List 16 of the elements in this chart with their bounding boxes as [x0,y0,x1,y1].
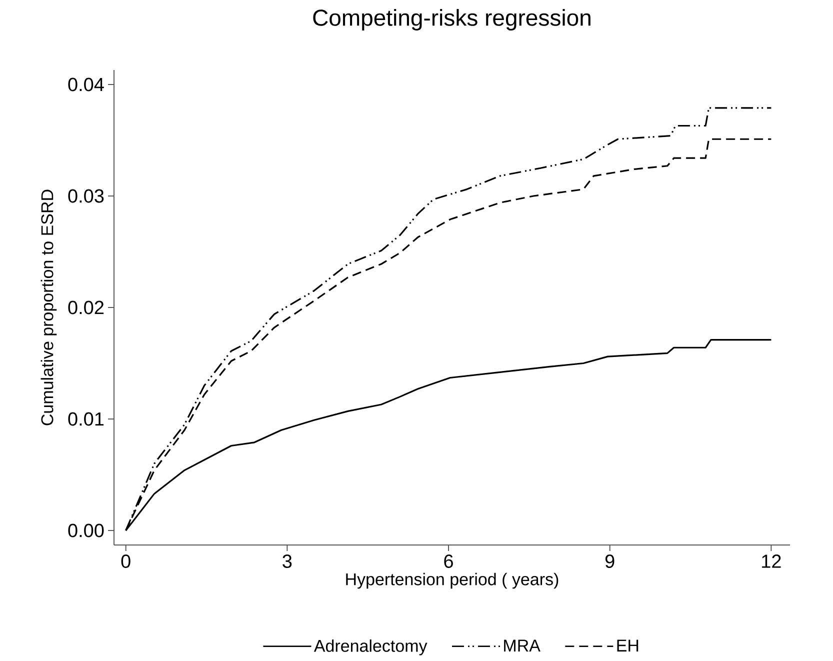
y-tick-label: 0.04 [68,78,104,92]
y-tick-label: 0.03 [68,189,104,203]
x-tick-label: 12 [762,554,781,568]
y-tick-label: 0.00 [68,524,104,538]
x-tick-label: 6 [444,554,453,568]
y-tick-label: 0.01 [68,412,104,426]
legend-label: EH [617,640,638,652]
y-axis-title: Cumulative proportion to ESRD [40,190,57,426]
x-tick-label: 0 [121,554,130,568]
legend-label: MRA [504,640,540,652]
x-tick-label: 3 [282,554,292,568]
x-axis-title: Hypertension period ( years) [346,572,558,589]
legend-label: Adrenalectomy [314,639,428,656]
y-tick-label: 0.02 [68,300,104,314]
x-tick-label: 9 [605,554,614,568]
chart-title: Competing-risks regression [313,9,590,30]
